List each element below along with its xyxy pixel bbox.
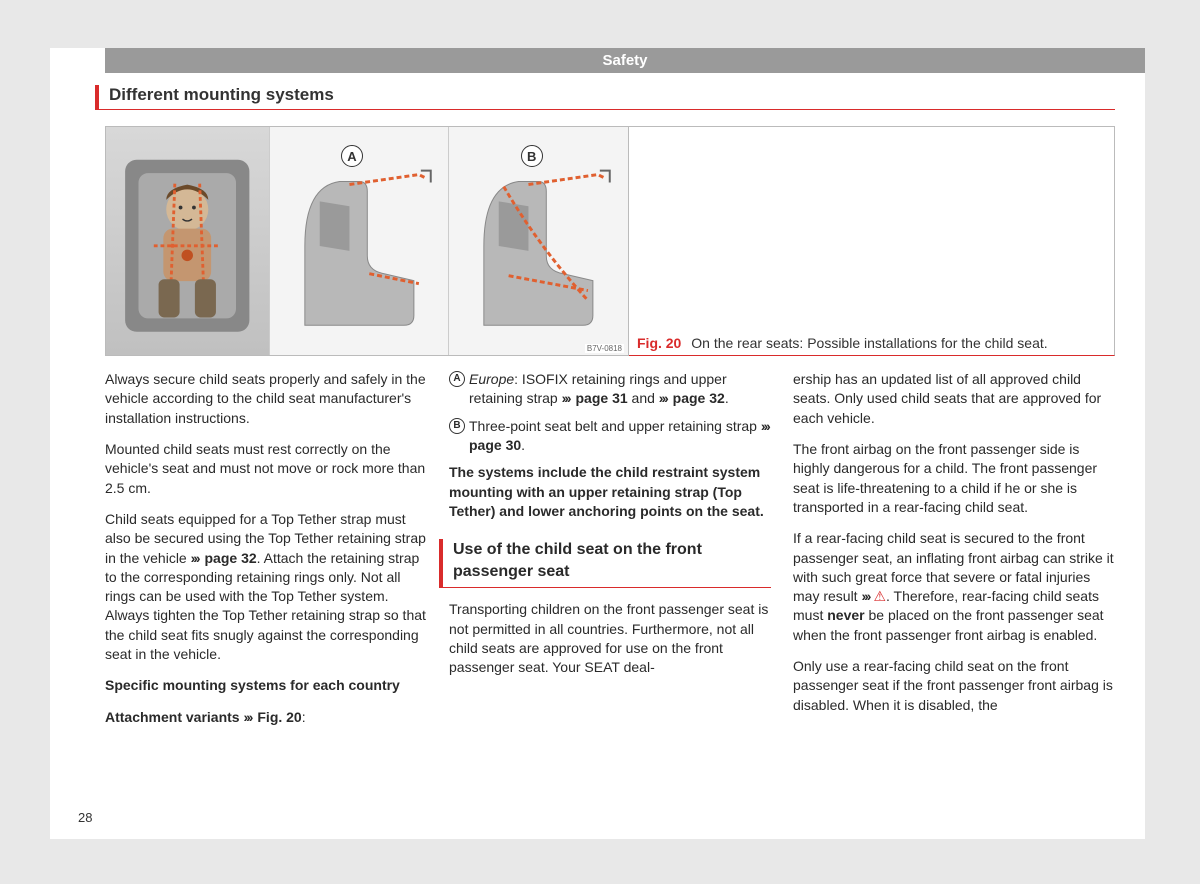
listed-item-b: B Three-point seat belt and upper retain… (449, 417, 771, 456)
reference-icon: ››› (659, 389, 667, 408)
figure-code: B7V-0818 (585, 344, 624, 353)
body-subhead: Specific mounting systems for each count… (105, 676, 427, 695)
page-number: 28 (78, 810, 92, 825)
body-text-bold: The systems include the child restraint … (449, 463, 771, 521)
manual-page: Safety Different mounting systems (50, 48, 1145, 839)
reference-icon: ››› (861, 587, 869, 606)
letter-badge: A (449, 371, 465, 387)
reference-icon: ››› (191, 549, 199, 568)
reference-icon: ››› (243, 708, 251, 727)
body-text: If a rear-facing child seat is secured t… (793, 529, 1115, 645)
figure-box: A B B7V-0818 (105, 126, 629, 356)
body-text: Mounted child seats must rest correctly … (105, 440, 427, 498)
figure-caption-text: On the rear seats: Possible installation… (691, 335, 1047, 351)
body-columns: Always secure child seats properly and s… (105, 370, 1115, 739)
body-text: Transporting children on the front passe… (449, 600, 771, 677)
body-text: Always secure child seats properly and s… (105, 370, 427, 428)
section-title: Different mounting systems (95, 85, 1115, 110)
chapter-header: Safety (105, 48, 1145, 73)
body-text: Attachment variants ››› Fig. 20: (105, 708, 427, 727)
figure-panel-a: A (270, 127, 450, 355)
figure-ref: Fig. 20 (637, 335, 681, 351)
warning-triangle-icon: ⚠ (873, 587, 886, 606)
column-3: ership has an updated list of all approv… (793, 370, 1115, 739)
figure-panel-b: B B7V-0818 (449, 127, 628, 355)
figure-panel-child (106, 127, 270, 355)
column-1: Always secure child seats properly and s… (105, 370, 427, 739)
reference-icon: ››› (761, 417, 769, 436)
body-text: Child seats equipped for a Top Tether st… (105, 510, 427, 665)
letter-badge: B (449, 418, 465, 434)
figure-caption: Fig. 20 On the rear seats: Possible inst… (629, 126, 1115, 356)
figure-label-b: B (521, 145, 543, 167)
child-in-seat-illustration (106, 127, 269, 355)
subsection-title: Use of the child seat on the front passe… (439, 539, 771, 588)
listed-item-a: A Europe: ISOFIX retaining rings and upp… (449, 370, 771, 409)
figure-label-a: A (341, 145, 363, 167)
body-text: ership has an updated list of all approv… (793, 370, 1115, 428)
body-text: Only use a rear-facing child seat on the… (793, 657, 1115, 715)
reference-icon: ››› (562, 389, 570, 408)
body-text: The front airbag on the front passenger … (793, 440, 1115, 517)
figure-area: A B B7V-0818 (105, 126, 1115, 356)
column-2: A Europe: ISOFIX retaining rings and upp… (449, 370, 771, 739)
